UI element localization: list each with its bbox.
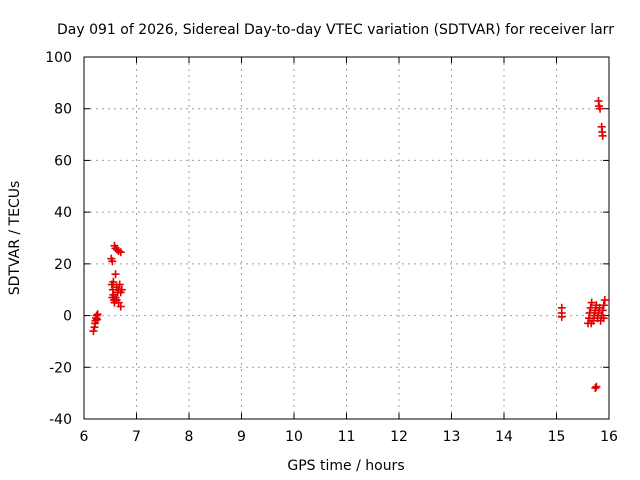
x-axis-title: GPS time / hours xyxy=(287,458,404,474)
chart-title: Day 091 of 2026, Sidereal Day-to-day VTE… xyxy=(57,22,614,38)
mark-layer xyxy=(89,96,609,392)
data-point xyxy=(600,296,609,305)
data-point xyxy=(93,310,102,319)
data-point xyxy=(587,298,596,307)
data-point xyxy=(599,301,608,310)
x-tick-label: 13 xyxy=(443,429,461,445)
y-tick-label: 100 xyxy=(45,50,72,66)
y-tick-label: 80 xyxy=(54,102,72,118)
data-point xyxy=(591,383,600,392)
tick-layer: 6 7 8 9 10 11 12 13 14 15 16 -40 -20 0 20 40 60 80 100 xyxy=(45,50,618,445)
data-point xyxy=(587,319,596,328)
y-axis-title: SDTVAR / TECUs xyxy=(7,181,23,296)
data-point xyxy=(109,277,118,286)
data-point xyxy=(117,285,126,294)
x-tick-label: 7 xyxy=(132,429,141,445)
data-point xyxy=(596,104,605,113)
data-point xyxy=(116,302,125,311)
data-point xyxy=(585,308,594,317)
x-tick-label: 12 xyxy=(390,429,408,445)
data-point xyxy=(598,131,607,140)
x-tick-label: 15 xyxy=(548,429,566,445)
x-tick-label: 10 xyxy=(285,429,303,445)
data-point xyxy=(598,306,607,315)
data-point xyxy=(116,248,125,257)
y-tick-label: 20 xyxy=(54,257,72,273)
y-tick-label: -20 xyxy=(49,360,72,376)
x-tick-label: 8 xyxy=(185,429,194,445)
x-tick-label: 9 xyxy=(237,429,246,445)
data-point xyxy=(586,303,595,312)
x-tick-label: 16 xyxy=(600,429,618,445)
data-point xyxy=(112,296,121,305)
data-point xyxy=(89,327,98,336)
y-tick-label: 60 xyxy=(54,153,72,169)
data-point xyxy=(115,280,124,289)
x-tick-label: 6 xyxy=(80,429,89,445)
data-point xyxy=(557,312,566,321)
y-tick-label: -40 xyxy=(49,412,72,428)
data-point xyxy=(111,270,120,279)
x-tick-label: 11 xyxy=(338,429,356,445)
y-tick-label: 40 xyxy=(54,205,72,221)
data-point xyxy=(599,314,608,323)
data-point xyxy=(592,382,601,391)
data-point xyxy=(108,257,117,266)
grid-layer xyxy=(84,57,609,419)
x-tick-label: 14 xyxy=(495,429,513,445)
y-tick-label: 0 xyxy=(63,309,72,325)
